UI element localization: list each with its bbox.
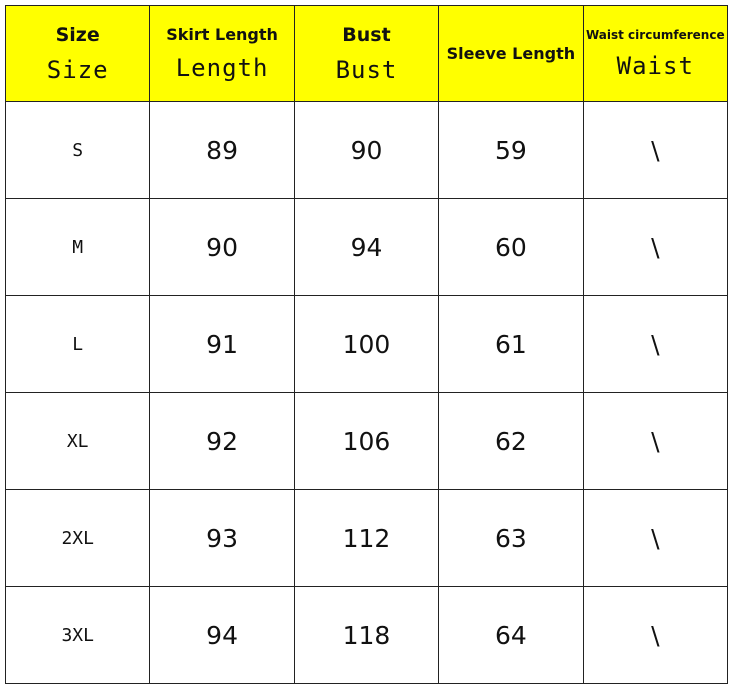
cell-bust: 106 [293, 392, 440, 490]
cell-size: L [4, 295, 151, 393]
cell-bust: 90 [293, 101, 440, 199]
table-row: S 89 90 59 \ [4, 101, 729, 199]
table-row: 3XL 94 118 64 \ [4, 586, 729, 684]
cell-size: M [4, 198, 151, 296]
header-sleeve-length: Sleeve Length [438, 5, 584, 102]
header-size: Size Size [4, 5, 151, 102]
cell-size: 2XL [4, 489, 151, 587]
cell-waist: \ [582, 586, 729, 684]
cell-length: 89 [149, 101, 295, 199]
cell-length: 92 [149, 392, 295, 490]
cell-sleeve: 61 [438, 295, 584, 393]
size-chart-table: Size Size Skirt Length Length Bust Bust Sle… [4, 5, 729, 684]
header-skirt-length: Skirt Length Length [149, 5, 295, 102]
cell-sleeve: 60 [438, 198, 584, 296]
cell-size: 3XL [4, 586, 151, 684]
cell-bust: 118 [293, 586, 440, 684]
cell-size: XL [4, 392, 151, 490]
cell-bust: 100 [293, 295, 440, 393]
cell-bust: 94 [293, 198, 440, 296]
cell-waist: \ [582, 489, 729, 587]
header-waist: Waist circumference Waist [582, 5, 729, 102]
table-row: M 90 94 60 \ [4, 198, 729, 296]
table-row: L 91 100 61 \ [4, 295, 729, 393]
header-bust: Bust Bust [293, 5, 440, 102]
cell-waist: \ [582, 198, 729, 296]
table-row: 2XL 93 112 63 \ [4, 489, 729, 587]
cell-bust: 112 [293, 489, 440, 587]
cell-length: 94 [149, 586, 295, 684]
cell-length: 91 [149, 295, 295, 393]
table-row: XL 92 106 62 \ [4, 392, 729, 490]
cell-length: 90 [149, 198, 295, 296]
cell-waist: \ [582, 392, 729, 490]
header-row: Size Size Skirt Length Length Bust Bust Sle… [4, 5, 729, 102]
cell-sleeve: 64 [438, 586, 584, 684]
cell-sleeve: 59 [438, 101, 584, 199]
cell-size: S [4, 101, 151, 199]
cell-waist: \ [582, 101, 729, 199]
cell-length: 93 [149, 489, 295, 587]
cell-sleeve: 62 [438, 392, 584, 490]
cell-waist: \ [582, 295, 729, 393]
cell-sleeve: 63 [438, 489, 584, 587]
